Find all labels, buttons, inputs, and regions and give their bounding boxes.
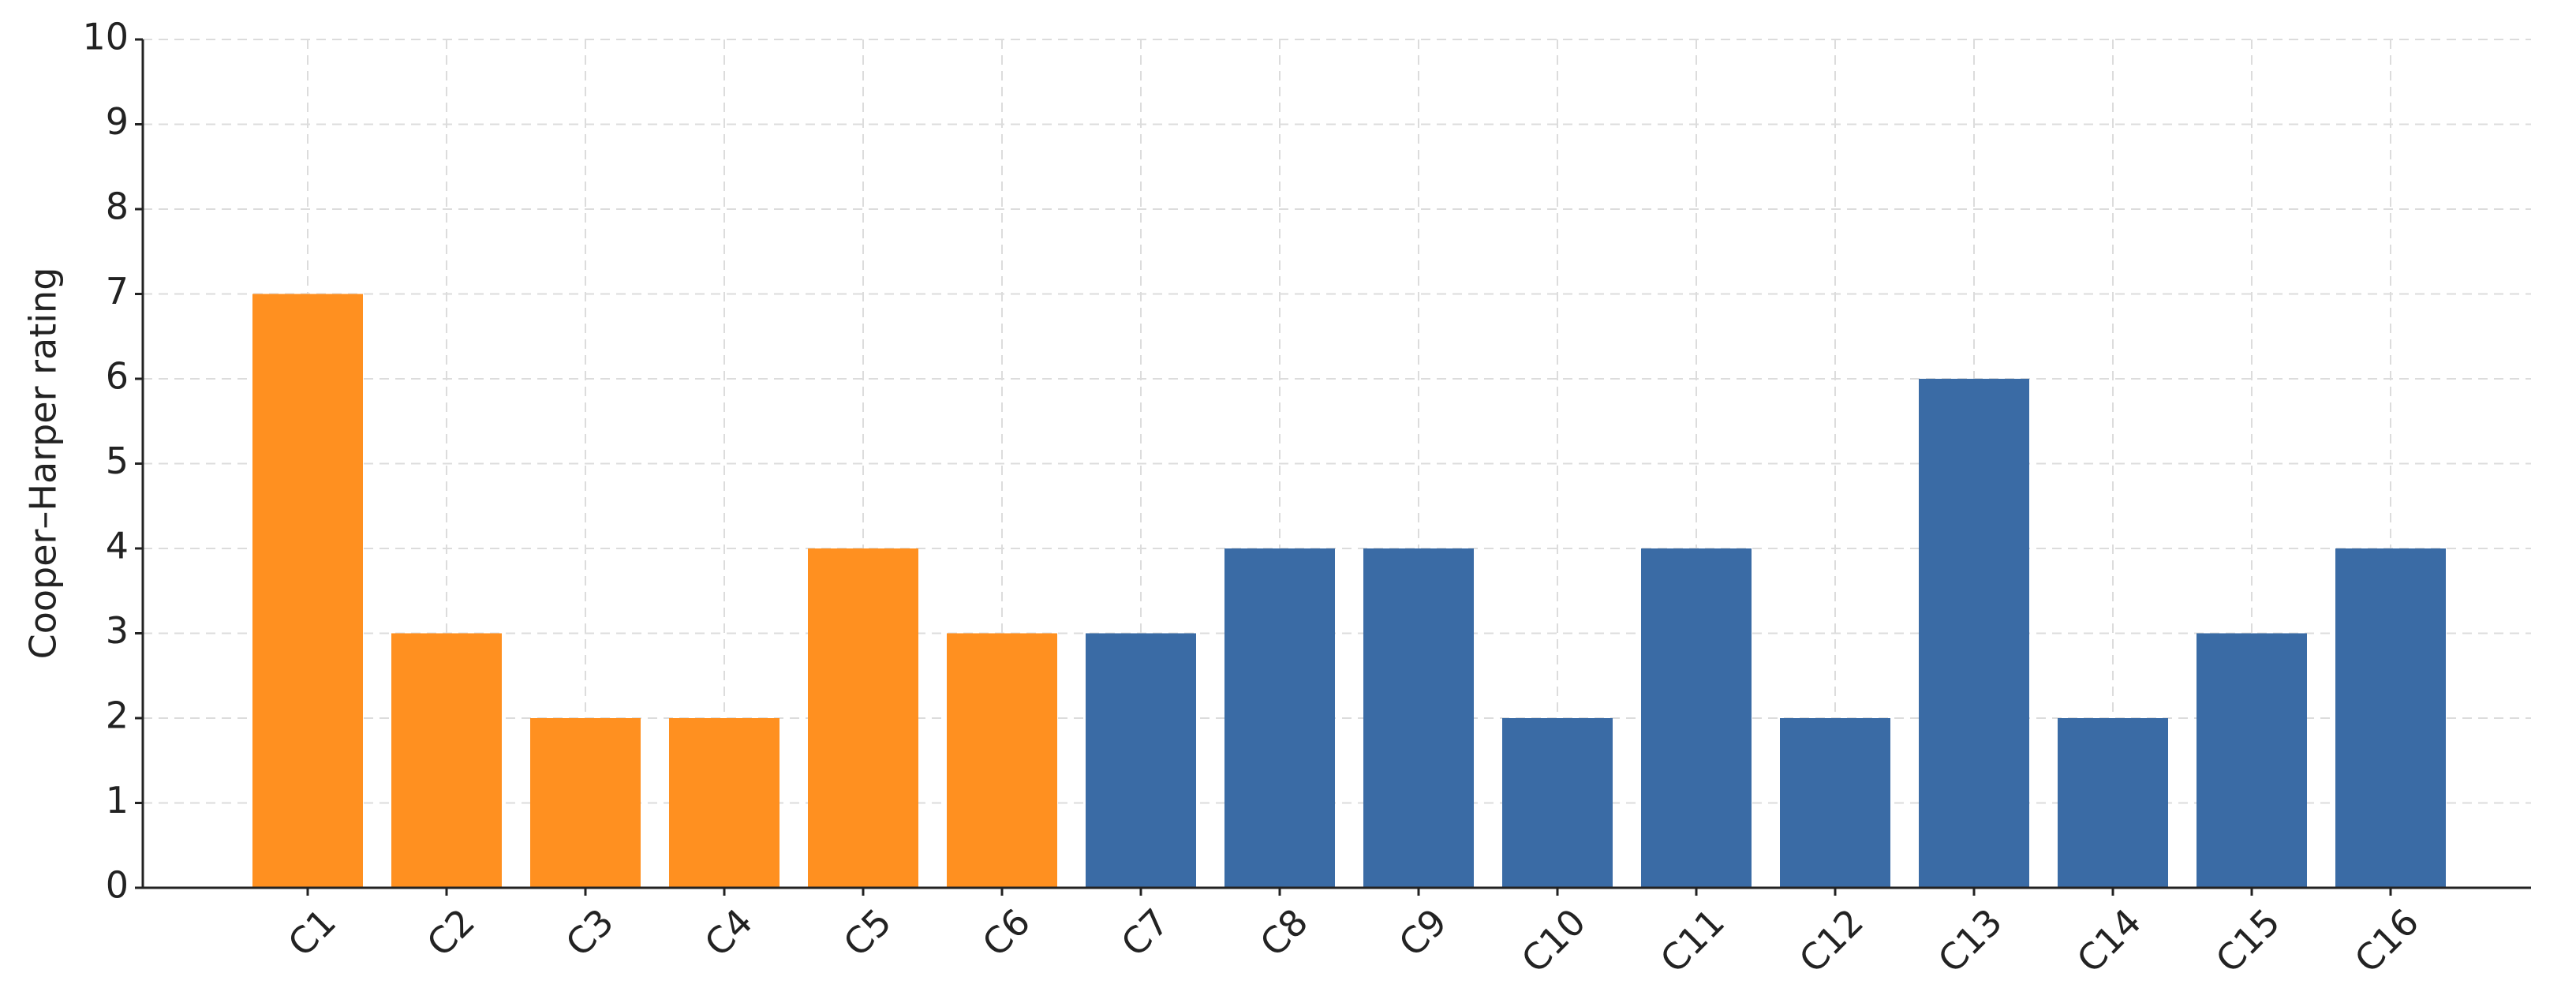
x-tick-label: C9: [1391, 900, 1456, 965]
bar: [391, 633, 502, 888]
y-tick-label: 4: [106, 525, 129, 567]
bar: [808, 548, 918, 888]
y-tick-label: 1: [106, 779, 129, 821]
y-axis-label: Cooper–Harper rating: [22, 268, 65, 660]
y-tick-label: 2: [106, 694, 129, 737]
bar: [669, 718, 780, 888]
y-tick-label: 3: [106, 609, 129, 652]
x-tick-label: C3: [558, 900, 623, 965]
x-tick-label: C1: [280, 900, 345, 965]
x-tick-label: C13: [1930, 900, 2010, 981]
x-tick-label: C10: [1513, 900, 1594, 981]
y-tick-label: 5: [106, 440, 129, 482]
x-tick-label: C16: [2346, 900, 2427, 981]
x-tick-label: C14: [2069, 900, 2149, 981]
y-tick-label: 9: [106, 100, 129, 143]
bar: [2197, 633, 2307, 888]
x-tick-label: C8: [1252, 900, 1317, 965]
y-tick-label: 8: [106, 185, 129, 228]
bar: [947, 633, 1057, 888]
bar: [1224, 548, 1335, 888]
bar: [1363, 548, 1474, 888]
bar: [1780, 718, 1890, 888]
bar: [2058, 718, 2168, 888]
x-tick-label: C11: [1652, 900, 1733, 981]
x-tick-label: C5: [836, 900, 900, 965]
bar: [1641, 548, 1752, 888]
x-tick-label: C6: [974, 900, 1039, 965]
y-tick-label: 6: [106, 355, 129, 398]
y-tick-label: 7: [106, 270, 129, 313]
bar: [530, 718, 641, 888]
x-tick-label: C12: [1791, 900, 1871, 981]
x-tick-label: C7: [1113, 900, 1178, 965]
bar: [2335, 548, 2446, 888]
x-tick-label: C15: [2208, 900, 2288, 981]
bar: [252, 294, 363, 888]
bar: [1086, 633, 1196, 888]
bar: [1502, 718, 1613, 888]
y-tick-label: 10: [82, 16, 129, 58]
y-tick-label: 0: [106, 864, 129, 907]
x-tick-label: C4: [697, 900, 761, 965]
x-tick-label: C2: [419, 900, 484, 965]
bar: [1919, 379, 2029, 888]
